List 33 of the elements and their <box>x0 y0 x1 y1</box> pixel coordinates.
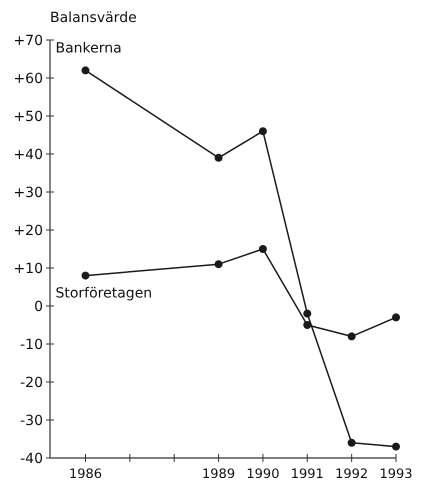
y-tick-label: +10 <box>13 260 43 277</box>
x-tick-label: 1992 <box>335 467 368 482</box>
series-label: Storföretagen <box>55 286 152 302</box>
point <box>258 245 267 253</box>
x-tick-label: 1991 <box>290 467 324 482</box>
y-tick-label: +20 <box>13 222 43 239</box>
x-tick-label: 1993 <box>379 467 413 482</box>
point <box>392 442 400 451</box>
x-tick-label: 1989 <box>202 467 236 482</box>
x-tick-label: 1990 <box>246 467 280 482</box>
y-tick-label: 0 <box>34 298 43 315</box>
y-tick-label: +50 <box>13 108 43 125</box>
point <box>348 332 356 340</box>
y-tick-label: -30 <box>20 412 43 429</box>
y-tick-label: +70 <box>13 32 43 49</box>
y-tick-label: +40 <box>13 146 43 163</box>
point <box>258 127 267 136</box>
series-label: Bankerna <box>55 40 122 56</box>
point <box>392 313 400 322</box>
y-axis-title: Balansvärde <box>50 10 137 26</box>
point <box>81 66 90 74</box>
y-tick-label: -10 <box>20 336 43 353</box>
point <box>303 321 312 329</box>
x-tick-label: 1986 <box>68 467 102 482</box>
y-tick-label: +30 <box>13 184 43 201</box>
y-tick-label: -20 <box>20 374 43 391</box>
y-tick-label: +60 <box>13 70 43 87</box>
point <box>214 260 223 268</box>
point <box>214 154 223 162</box>
point <box>348 438 356 447</box>
point <box>303 310 312 318</box>
point <box>81 272 90 280</box>
y-tick-label: -40 <box>20 450 43 467</box>
